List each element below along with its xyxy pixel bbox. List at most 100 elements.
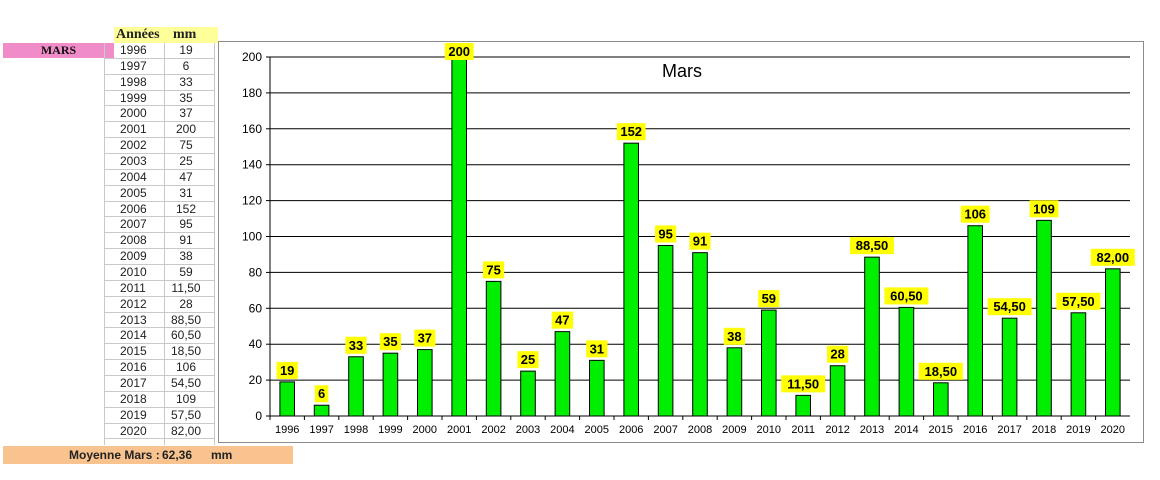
data-label-box	[551, 311, 573, 329]
y-tick-label: 0	[255, 409, 262, 423]
x-tick-label: 2005	[585, 424, 609, 436]
y-tick-label: 140	[242, 158, 262, 172]
bar	[279, 381, 296, 417]
bar	[726, 347, 743, 417]
data-label: 109	[1033, 201, 1055, 216]
bar	[520, 370, 536, 417]
x-tick-label: 2004	[550, 424, 574, 436]
bar	[829, 365, 846, 417]
bar	[1105, 268, 1121, 417]
table-row: 2009 38	[104, 249, 214, 266]
x-tick-label: 2006	[619, 424, 643, 436]
chart-title: Mars	[662, 61, 702, 81]
table-row: 1998 33	[104, 75, 214, 91]
table-mm-cell: 47	[179, 169, 193, 184]
data-label-box	[689, 232, 711, 250]
y-tick-label: 200	[242, 50, 262, 64]
bar	[692, 252, 708, 417]
table-row: 2003 25	[104, 154, 214, 170]
data-label: 19	[280, 363, 294, 378]
table-year-cell: 2015	[120, 344, 147, 359]
data-label-box	[1029, 200, 1059, 218]
header-years: Années	[116, 27, 160, 42]
data-label-box	[850, 237, 894, 255]
table-row: 2008 91	[104, 233, 214, 250]
table-row: 2018 109	[104, 392, 214, 408]
table-year-cell: 1999	[120, 90, 147, 105]
x-tick-label: 2019	[1066, 424, 1090, 436]
table-mm-cell: 19	[179, 43, 193, 57]
table-mm-cell: 152	[175, 201, 197, 216]
x-tick-label: 2014	[894, 424, 918, 436]
bar	[1070, 312, 1087, 417]
table-year-cell: 2006	[120, 201, 147, 216]
data-label: 91	[693, 234, 707, 249]
bar	[657, 244, 674, 417]
table-mm-cell: 28	[179, 296, 193, 311]
y-tick-label: 120	[242, 194, 262, 208]
table-year-cell: 1996	[120, 43, 147, 57]
data-label-box	[987, 298, 1032, 316]
data-label: 38	[727, 329, 741, 344]
data-label: 200	[448, 44, 470, 59]
table-row: 2000 37	[104, 106, 214, 123]
table-row: 2019 57,50	[104, 408, 214, 424]
table-row: 2014 60,50	[104, 328, 214, 345]
data-label: 152	[620, 124, 642, 139]
table-mm-cell: 33	[179, 74, 193, 89]
bar	[348, 356, 364, 417]
table-year-cell: 2002	[120, 138, 147, 153]
table-border-left	[104, 43, 105, 445]
table-mm-cell: 31	[179, 185, 193, 200]
y-tick-label: 160	[242, 122, 262, 136]
table-year-cell: 2008	[120, 233, 147, 248]
table-border-middle	[164, 43, 165, 445]
x-tick-label: 2008	[688, 424, 712, 436]
data-label: 25	[521, 352, 535, 367]
data-label-box	[276, 361, 298, 379]
data-label-box	[1056, 292, 1101, 310]
bar-chart: 0 20 40 60 80 100 120 140 160 180 200 Mars 1996 19 199…	[242, 43, 1135, 436]
bar	[451, 56, 467, 417]
data-label-box	[444, 43, 474, 60]
x-tick-label: 2018	[1032, 424, 1056, 436]
table-mm-cell: 75	[179, 138, 193, 153]
data-label-box	[758, 290, 780, 308]
y-tick-label: 100	[242, 230, 262, 244]
x-tick-label: 2003	[516, 424, 540, 436]
table-row: 2001 200	[104, 122, 214, 139]
table-year-cell: 1997	[120, 58, 147, 73]
bar	[898, 306, 915, 417]
data-label-box	[314, 385, 329, 403]
x-tick-label: 1996	[275, 424, 299, 436]
data-label: 60,50	[890, 288, 923, 303]
table-row: 2007 95	[104, 217, 214, 234]
table-mm-cell: 109	[175, 391, 197, 406]
table-row: 2011 11,50	[104, 281, 214, 297]
data-label: 95	[658, 226, 672, 241]
y-tick-label: 80	[249, 265, 263, 279]
x-tick-label: 2013	[860, 424, 884, 436]
table-row: 2002 75	[104, 138, 214, 155]
bar	[485, 280, 502, 417]
data-label-box	[517, 351, 539, 369]
data-label: 54,50	[993, 299, 1026, 314]
table-year-cell: 2018	[120, 391, 147, 406]
table-row: 2020 82,00	[104, 424, 214, 440]
bar	[933, 382, 949, 417]
data-label: 35	[383, 334, 397, 349]
table-year-cell: 2009	[120, 249, 147, 264]
bar	[589, 359, 605, 417]
data-label: 47	[555, 313, 569, 328]
y-tick-label: 60	[249, 301, 263, 315]
table-year-cell: 2000	[120, 106, 147, 121]
data-table: 1996 19 1997 6 1998 33 1999 35 2000 37 2001 200 2002…	[104, 43, 214, 440]
data-label-box	[483, 261, 505, 279]
y-tick-label: 180	[242, 86, 262, 100]
table-mm-cell: 88,50	[170, 312, 202, 327]
data-label: 75	[486, 262, 500, 277]
data-label-box	[345, 336, 367, 354]
bar	[795, 394, 812, 417]
table-year-cell: 2020	[120, 423, 147, 438]
table-row: 2006 152	[104, 202, 214, 218]
